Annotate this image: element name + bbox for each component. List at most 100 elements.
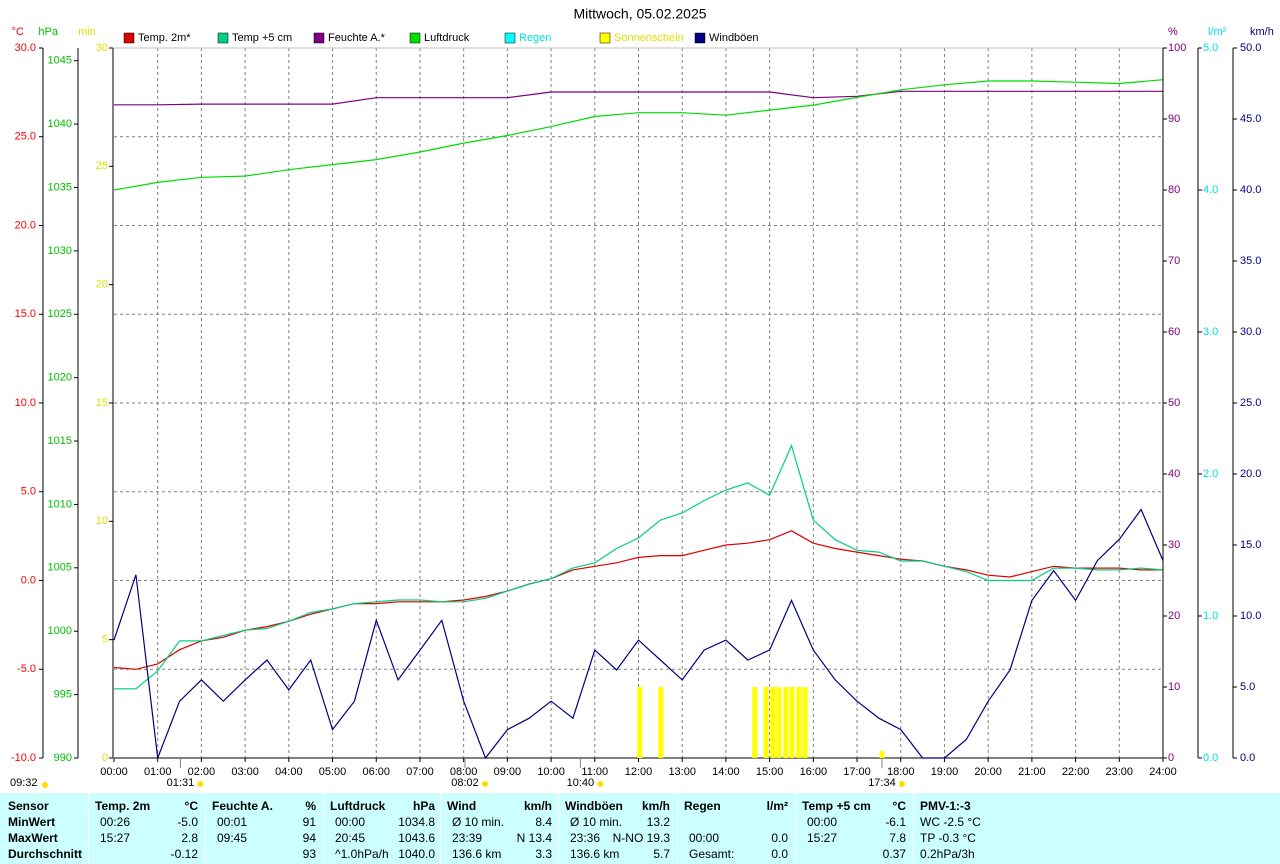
y-tick-label: 30.0	[15, 42, 36, 54]
x-tick-label: 01:00	[144, 766, 172, 778]
cell-value: 1043.6	[398, 831, 435, 845]
cell-value: 8.4	[535, 815, 552, 829]
legend-swatch	[409, 32, 421, 44]
column-unit: %	[305, 799, 316, 813]
column-unit: hPa	[412, 799, 435, 813]
summary-table: Sensor MinWert MaxWert Durchschnitt Temp. 2m…	[0, 793, 1280, 864]
cell-time: 20:45	[335, 831, 366, 845]
column-header: Regen	[684, 799, 721, 813]
y-tick-label: 25	[96, 160, 108, 172]
axis-unit: %	[1168, 26, 1178, 38]
column-unit: l/m²	[766, 799, 788, 813]
chart: Mittwoch, 05.02.2025 °C -10.0 -5.0 0.0 5.0 10…	[10, 6, 1274, 789]
y-tick-label: 100	[1168, 42, 1186, 54]
series-line	[113, 79, 1164, 191]
y-tick-label: 5.0	[1203, 42, 1218, 54]
y-tick-label: 30	[1168, 539, 1180, 551]
cell-time: 00:00	[689, 831, 720, 845]
y-tick-label: 1035	[48, 181, 72, 193]
y-tick-label: 50	[1168, 397, 1180, 409]
cell-value: -6.1	[885, 815, 906, 829]
cell-time: 15:27	[100, 831, 131, 845]
column-header: Luftdruck	[330, 799, 386, 813]
x-tick-label: 21:00	[1018, 766, 1046, 778]
legend-label: Regen	[519, 32, 551, 44]
y-tick-label: 0.0	[1203, 752, 1218, 764]
x-tick-label: 11:00	[581, 766, 608, 778]
bar	[789, 687, 795, 758]
y-tick-label: 1040	[48, 118, 72, 130]
y-tick-label: 20	[96, 279, 108, 291]
row-label: MinWert	[8, 815, 56, 829]
bar	[776, 687, 782, 758]
cell-time: Gesamt:	[689, 847, 735, 861]
y-tick-label: 30	[96, 42, 108, 54]
column-separator	[795, 793, 796, 864]
row-label: Durchschnitt	[8, 847, 83, 861]
column-header: Sensor	[8, 799, 49, 813]
column-separator	[440, 793, 441, 864]
cell-value: -5.0	[177, 815, 198, 829]
y-tick-label: 20.0	[1240, 468, 1261, 480]
y-tick-label: 1000	[48, 625, 72, 637]
column-header: Temp +5 cm	[802, 799, 871, 813]
x-tick-label: 09:00	[494, 766, 522, 778]
column-unit: °C	[892, 799, 906, 813]
column-unit: km/h	[523, 799, 552, 813]
cell-time: Ø 10 min.	[570, 815, 623, 829]
bar	[783, 687, 789, 758]
cell-time: 136.6 km	[570, 847, 620, 861]
x-tick-label: 23:00	[1106, 766, 1134, 778]
cell-value: 91	[302, 815, 316, 829]
cell-time: 15:27	[807, 831, 838, 845]
column-separator	[205, 793, 206, 864]
cell-value: 0.37	[882, 847, 906, 861]
cell-value: 94	[302, 831, 316, 845]
y-tick-label: 35.0	[1240, 255, 1261, 267]
axis-unit: km/h	[1250, 26, 1274, 38]
column-separator	[323, 793, 324, 864]
annotation-label: 17:34	[868, 777, 896, 789]
legend-swatch	[694, 32, 706, 44]
series-line	[114, 90, 1163, 106]
column-separator	[88, 793, 89, 864]
y-tick-label: 1030	[48, 245, 72, 257]
chart-title: Mittwoch, 05.02.2025	[573, 6, 706, 22]
column-header: PMV-1:-3	[920, 799, 971, 813]
cell-text: TP -0.3 °C	[920, 831, 976, 845]
cell-time: 00:01	[217, 815, 248, 829]
column-header: Windböen	[565, 799, 623, 813]
annotation-label: 08:02	[451, 777, 479, 789]
legend-label: Luftdruck	[424, 32, 470, 44]
cell-value: 13.2	[646, 815, 670, 829]
cell-value: N 13.4	[516, 831, 552, 845]
cell-value: 1040.0	[398, 847, 435, 861]
cell-time: 00:00	[335, 815, 366, 829]
annotation-icon	[481, 781, 488, 787]
annotation-label: 01:31	[167, 777, 195, 789]
y-tick-label: 60	[1168, 326, 1180, 338]
x-tick-label: 24:00	[1149, 766, 1177, 778]
legend-label: Windböen	[709, 32, 759, 44]
bar	[770, 687, 776, 758]
bar	[658, 687, 664, 758]
axis-unit: °C	[12, 26, 24, 38]
y-tick-label: 25.0	[15, 131, 36, 143]
y-tick-label: 995	[54, 689, 72, 701]
cell-time: 136.6 km	[452, 847, 502, 861]
column-header: Feuchte A.	[212, 799, 273, 813]
cell-text: WC -2.5 °C	[920, 815, 981, 829]
cell-value: 0.0	[771, 847, 788, 861]
cell-value: 93	[302, 847, 316, 861]
y-tick-label: 15.0	[1240, 539, 1261, 551]
bar	[752, 687, 758, 758]
x-tick-label: 15:00	[756, 766, 784, 778]
y-tick-label: 1045	[48, 55, 72, 67]
corner-note: 09:32	[10, 777, 38, 789]
cell-value: 1034.8	[398, 815, 435, 829]
x-tick-label: 02:00	[188, 766, 216, 778]
y-tick-label: 5.0	[21, 486, 36, 498]
y-tick-label: 2.0	[1203, 468, 1218, 480]
y-tick-label: 40	[1168, 468, 1180, 480]
y-tick-label: 990	[54, 752, 72, 764]
